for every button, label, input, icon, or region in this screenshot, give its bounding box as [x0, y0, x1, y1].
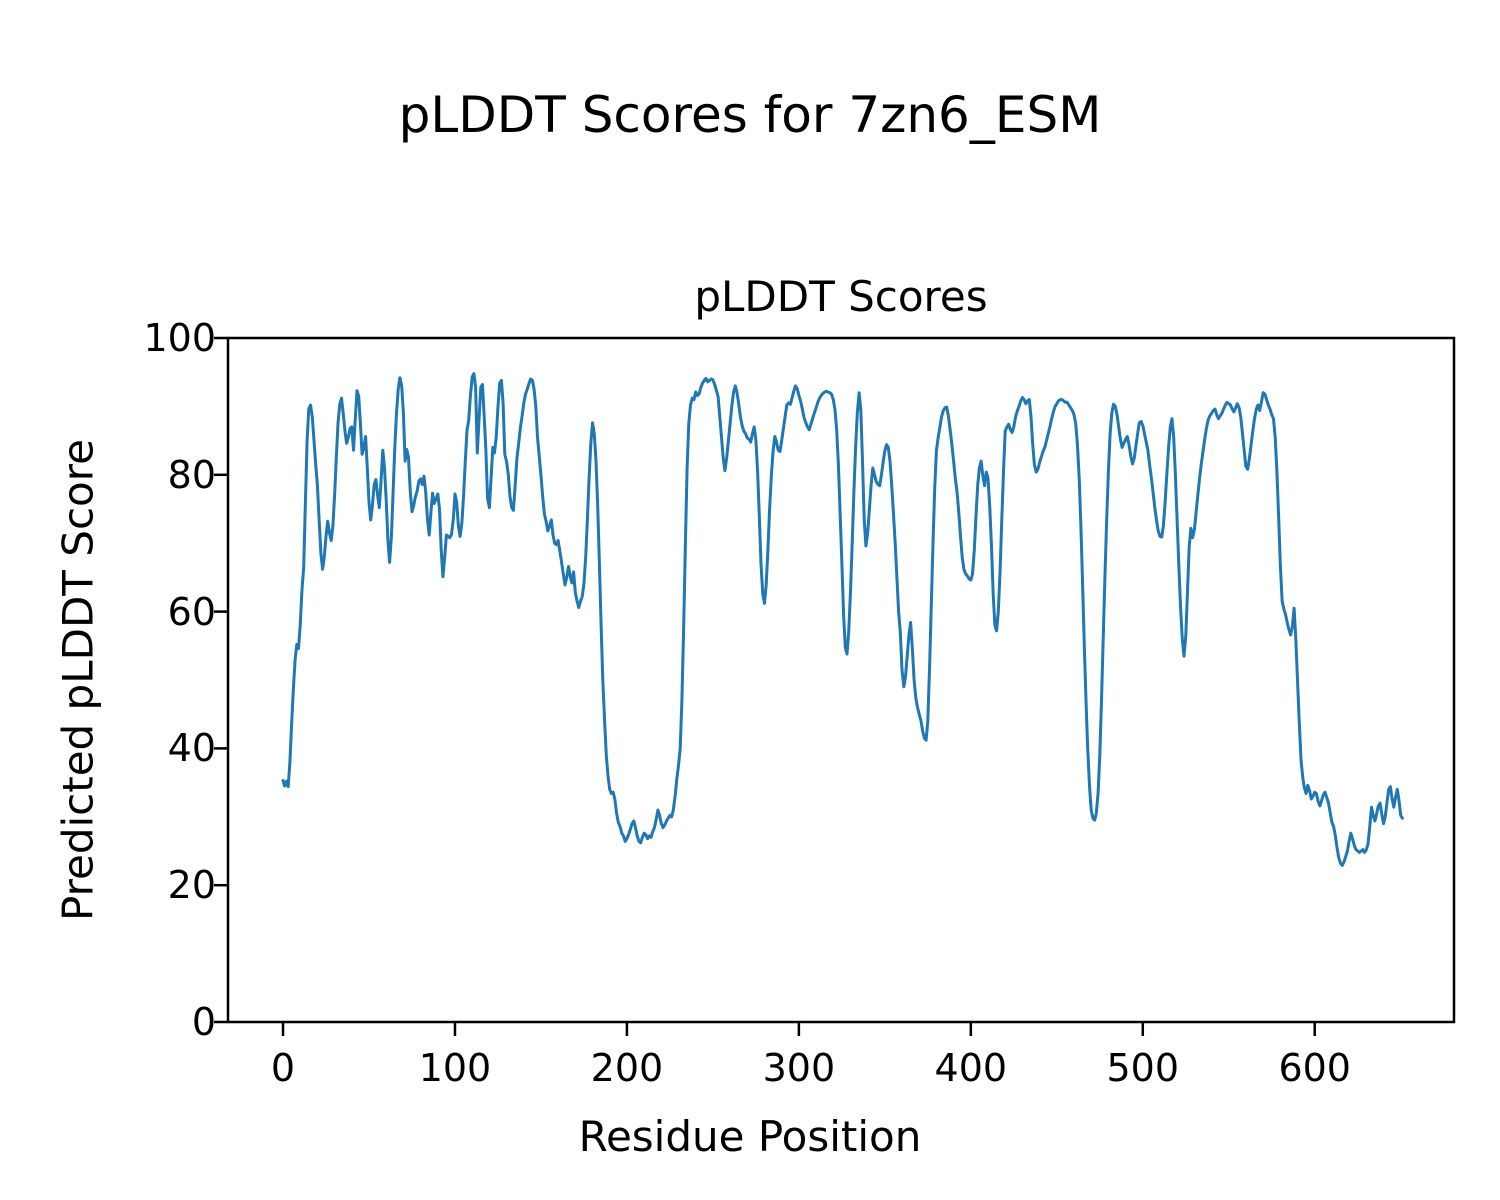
x-tick-label: 400: [934, 1046, 1008, 1090]
y-tick-label: 0: [191, 1000, 216, 1044]
x-tick-label: 200: [590, 1046, 664, 1090]
y-tick-label: 100: [143, 316, 216, 360]
x-tick-label: 100: [418, 1046, 492, 1090]
x-tick-label: 600: [1278, 1046, 1351, 1090]
x-tick-label: 500: [1106, 1046, 1180, 1090]
plddt-line: [281, 372, 1404, 867]
y-tick-label: 80: [167, 452, 216, 497]
y-tick-label: 60: [167, 589, 216, 634]
axes-title: pLDDT Scores: [694, 272, 988, 321]
x-tick-label: 300: [762, 1046, 836, 1090]
y-tick-label: 40: [167, 726, 216, 771]
x-axis-label: Residue Position: [578, 1112, 922, 1161]
axes-frame: [226, 336, 1456, 1024]
figure-title: pLDDT Scores for 7zn6_ESM: [398, 86, 1102, 144]
y-tick-label: 20: [167, 863, 216, 908]
x-tick-label: 0: [270, 1046, 296, 1090]
